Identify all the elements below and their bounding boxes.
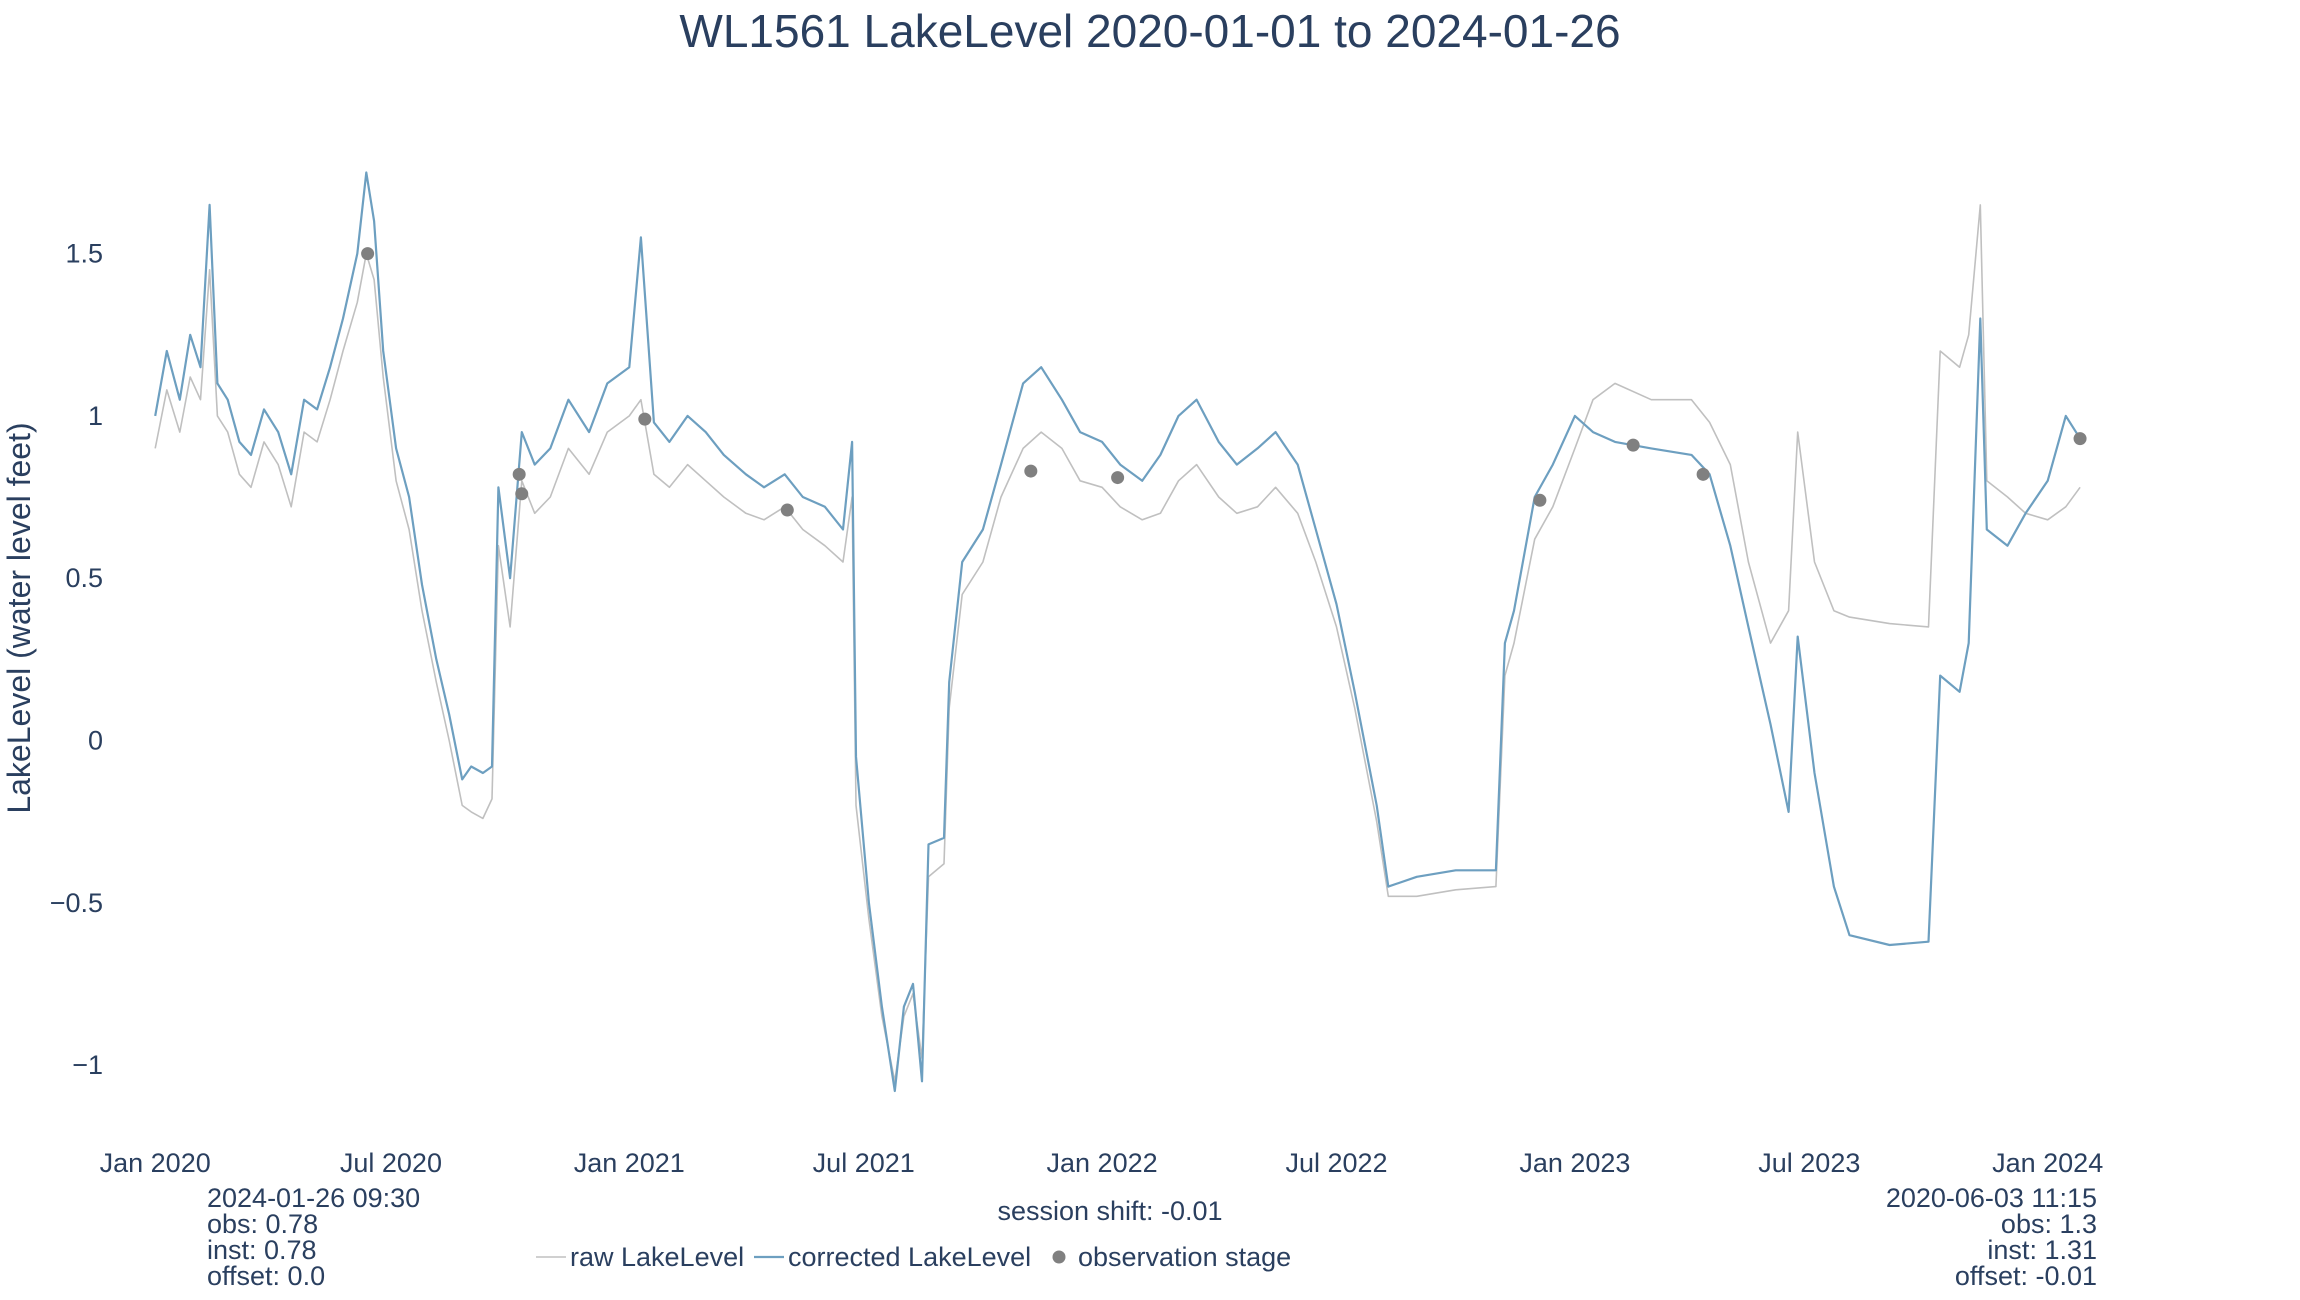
- annotation-left-line-0: 2024-01-26 09:30: [207, 1183, 420, 1213]
- annotation-left-line-2: inst: 0.78: [207, 1235, 317, 1265]
- line-corrected-lakelevel: [154, 171, 2082, 1093]
- series-raw-lakelevel: [154, 204, 2081, 1083]
- x-tick-label-jan-2022: Jan 2022: [1047, 1148, 1158, 1178]
- observation-point-6: [1111, 471, 1125, 485]
- legend-label-raw-lakelevel: raw LakeLevel: [570, 1242, 744, 1272]
- observation-point-5: [1024, 464, 1038, 478]
- legend-item-corrected-lakelevel: corrected LakeLevel: [754, 1242, 1031, 1272]
- y-axis-title: LakeLevel (water level feet): [1, 422, 37, 813]
- y-axis: −1 −0.5 0 0.5 1 1.5: [50, 239, 103, 1080]
- x-axis: Jan 2020 Jul 2020 Jan 2021 Jul 2021 Jan 2022…: [100, 1148, 2104, 1178]
- x-tick-label-jan-2021: Jan 2021: [574, 1148, 685, 1178]
- annotation-left-line-3: offset: 0.0: [207, 1261, 325, 1291]
- legend-label-observation-stage: observation stage: [1078, 1242, 1291, 1272]
- observation-point-10: [2073, 432, 2087, 446]
- y-tick-label-0-5: 0.5: [65, 563, 103, 593]
- x-tick-label-jul-2021: Jul 2021: [813, 1148, 915, 1178]
- series-corrected-lakelevel: [154, 171, 2082, 1093]
- legend-item-observation-stage: observation stage: [1052, 1242, 1291, 1272]
- y-tick-label-0-5: −0.5: [50, 888, 103, 918]
- observation-point-3: [638, 412, 652, 426]
- legend-swatch-observation-stage: [1052, 1250, 1066, 1264]
- observation-point-9: [1696, 467, 1710, 481]
- legend-label-corrected-lakelevel: corrected LakeLevel: [788, 1242, 1031, 1272]
- x-tick-label-jan-2020: Jan 2020: [100, 1148, 211, 1178]
- annotation-right-line-2: inst: 1.31: [1987, 1235, 2097, 1265]
- annotation-right-line-3: offset: -0.01: [1955, 1261, 2097, 1291]
- x-tick-label-jan-2023: Jan 2023: [1519, 1148, 1630, 1178]
- observation-point-8: [1626, 438, 1640, 452]
- x-tick-label-jul-2023: Jul 2023: [1758, 1148, 1860, 1178]
- legend-item-raw-lakelevel: raw LakeLevel: [536, 1242, 744, 1272]
- annotation-left-line-1: obs: 0.78: [207, 1209, 318, 1239]
- chart-title: WL1561 LakeLevel 2020-01-01 to 2024-01-2…: [679, 5, 1620, 57]
- observation-point-7: [1533, 493, 1547, 507]
- observation-point-1: [512, 467, 526, 481]
- x-tick-label-jul-2020: Jul 2020: [340, 1148, 442, 1178]
- observation-point-4: [780, 503, 794, 517]
- x-tick-label-jan-2024: Jan 2024: [1992, 1148, 2103, 1178]
- y-tick-label-1-5: 1.5: [65, 239, 103, 269]
- observation-point-2: [515, 487, 529, 501]
- annotation-right-line-1: obs: 1.3: [2001, 1209, 2097, 1239]
- plot-area: [154, 171, 2087, 1093]
- observation-point-0: [361, 247, 375, 261]
- line-raw-lakelevel: [154, 204, 2081, 1083]
- y-tick-label-0: 0: [88, 725, 103, 755]
- y-tick-label-1: 1: [88, 401, 103, 431]
- y-tick-label-1: −1: [72, 1050, 103, 1080]
- legend: raw LakeLevel corrected LakeLevel observat…: [536, 1242, 1291, 1272]
- series-observation-stage: [361, 247, 2087, 517]
- x-tick-label-jul-2022: Jul 2022: [1285, 1148, 1387, 1178]
- annotation-session-shift: session shift: -0.01: [997, 1196, 1222, 1226]
- annotation-right-line-0: 2020-06-03 11:15: [1886, 1183, 2097, 1213]
